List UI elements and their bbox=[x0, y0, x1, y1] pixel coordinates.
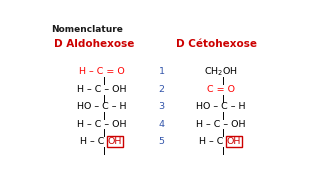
Text: HO – C – H: HO – C – H bbox=[196, 102, 246, 111]
Text: 4: 4 bbox=[158, 120, 164, 129]
Text: CH$_2$OH: CH$_2$OH bbox=[204, 65, 238, 78]
Text: 5: 5 bbox=[158, 137, 164, 146]
Text: H – C –: H – C – bbox=[80, 137, 112, 146]
Text: H – C – OH: H – C – OH bbox=[77, 85, 127, 94]
Text: D Cétohexose: D Cétohexose bbox=[176, 39, 257, 49]
Text: HO – C – H: HO – C – H bbox=[77, 102, 127, 111]
Text: H – C = O: H – C = O bbox=[79, 67, 125, 76]
Text: 3: 3 bbox=[158, 102, 164, 111]
Text: 1: 1 bbox=[158, 67, 164, 76]
Text: H – C – OH: H – C – OH bbox=[196, 120, 246, 129]
Text: 2: 2 bbox=[158, 85, 164, 94]
Text: C = O: C = O bbox=[207, 85, 235, 94]
Text: D Aldohexose: D Aldohexose bbox=[54, 39, 135, 49]
Text: H – C – OH: H – C – OH bbox=[77, 120, 127, 129]
Text: Nomenclature: Nomenclature bbox=[51, 25, 123, 34]
Text: OH: OH bbox=[227, 137, 241, 146]
Text: OH: OH bbox=[108, 137, 122, 146]
Text: H – C –: H – C – bbox=[199, 137, 231, 146]
